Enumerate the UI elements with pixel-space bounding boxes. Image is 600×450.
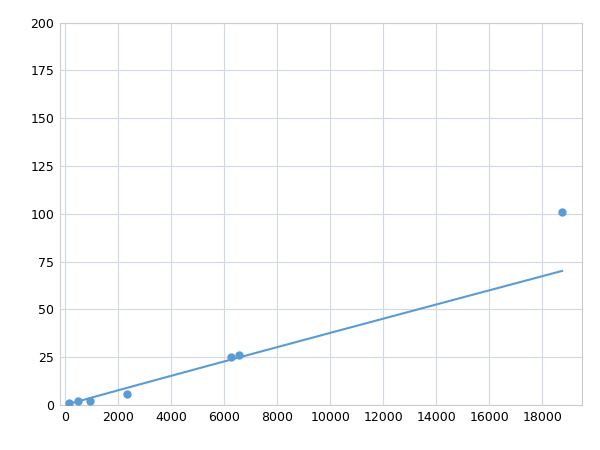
Point (226, 354, 236, 361)
Point (85, 398, 95, 405)
Point (235, 352, 244, 359)
Point (557, 208, 567, 216)
Point (122, 390, 132, 397)
Point (65, 400, 74, 407)
Point (73, 398, 83, 405)
